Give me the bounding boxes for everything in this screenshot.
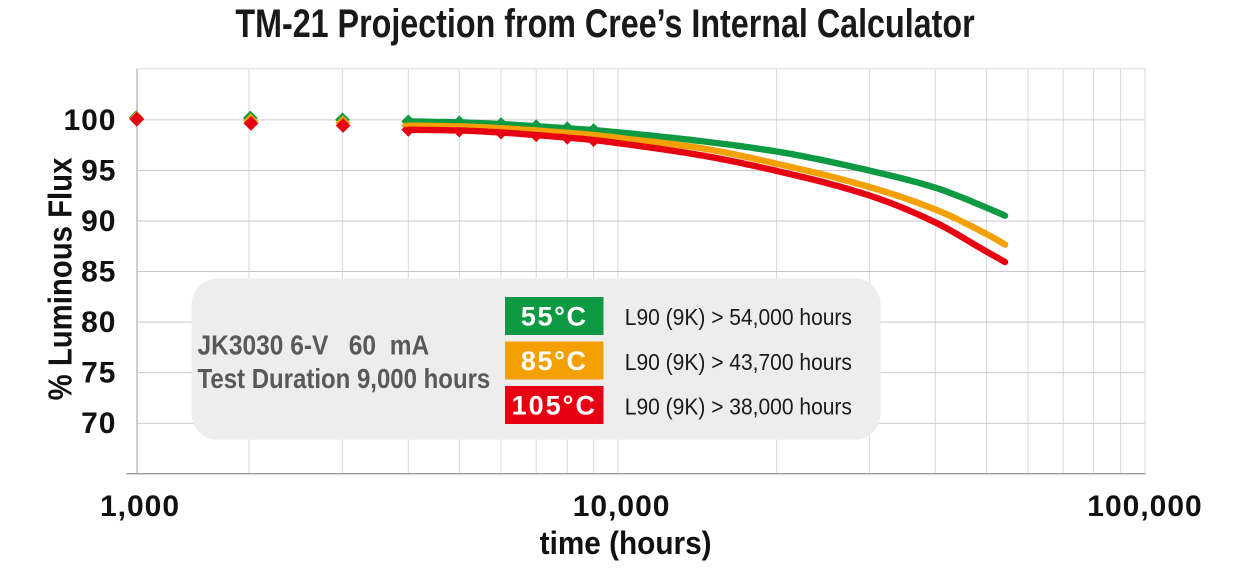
svg-text:80: 80: [81, 306, 116, 339]
svg-text:1,000: 1,000: [100, 490, 180, 523]
svg-text:100,000: 100,000: [1087, 490, 1202, 523]
svg-text:JK3030 6-V 60 mA: JK3030 6-V 60 mA: [198, 329, 430, 361]
svg-text:90: 90: [81, 205, 116, 238]
svg-text:Test Duration 9,000 hours: Test Duration 9,000 hours: [198, 362, 491, 394]
svg-text:85°C: 85°C: [521, 346, 588, 376]
svg-text:85: 85: [81, 255, 116, 288]
svg-text:95: 95: [81, 154, 116, 187]
svg-text:% Luminous Flux: % Luminous Flux: [42, 157, 79, 400]
svg-text:L90 (9K) > 38,000 hours: L90 (9K) > 38,000 hours: [625, 394, 852, 420]
svg-text:L90 (9K) > 43,700 hours: L90 (9K) > 43,700 hours: [625, 349, 852, 375]
svg-text:100: 100: [63, 104, 116, 137]
svg-text:L90 (9K) > 54,000 hours: L90 (9K) > 54,000 hours: [625, 304, 852, 330]
svg-text:75: 75: [81, 357, 116, 390]
svg-text:105°C: 105°C: [512, 390, 597, 420]
svg-text:70: 70: [81, 407, 116, 440]
svg-text:TM-21 Projection from Cree’s I: TM-21 Projection from Cree’s Internal Ca…: [235, 1, 974, 46]
svg-text:10,000: 10,000: [573, 490, 671, 523]
svg-text:time (hours): time (hours): [540, 525, 712, 561]
svg-text:55°C: 55°C: [521, 301, 588, 331]
